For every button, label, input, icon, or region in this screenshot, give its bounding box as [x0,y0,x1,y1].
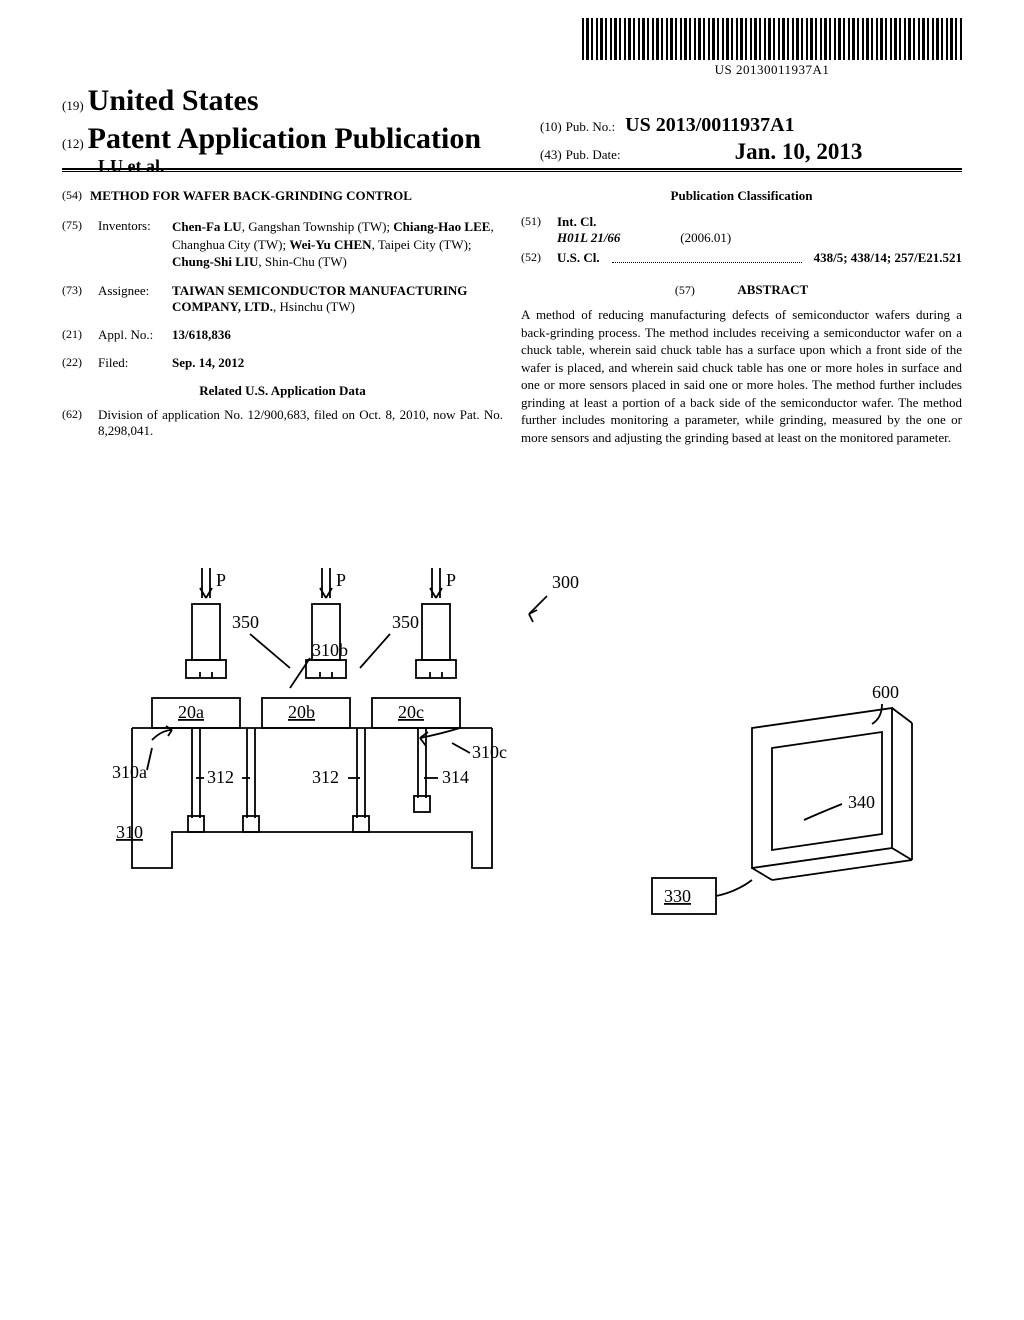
abstract-heading: (57) ABSTRACT [521,282,962,298]
division-text: Division of application No. 12/900,683, … [98,407,503,439]
device-600 [752,708,892,868]
field-21-applno: (21) Appl. No.: 13/618,836 [62,327,503,343]
code-10: (10) [540,119,562,134]
ref-20c: 20c [398,702,424,722]
ref-310b: 310b [312,640,348,660]
intcl-value-row: H01L 21/66 (2006.01) [521,230,962,246]
code-43: (43) [540,147,562,162]
code-21: (21) [62,327,90,343]
code-19: (19) [62,98,84,113]
grinder-head-3 [416,604,456,678]
ref-20a: 20a [178,702,204,722]
ref-330: 330 [664,886,691,906]
applno-value: 13/618,836 [172,327,503,343]
field-22-filed: (22) Filed: Sep. 14, 2012 [62,355,503,371]
doc-type: Patent Application Publication [88,122,481,155]
code-57: (57) [675,283,695,297]
right-column: Publication Classification (51) Int. Cl.… [521,188,962,451]
ref-312b: 312 [312,767,339,787]
press-arrow-1: P [200,568,226,598]
pubdate-value: Jan. 10, 2013 [735,139,863,164]
press-arrow-3: P [430,568,456,598]
assignee-label: Assignee: [98,283,164,315]
field-52-uscl: (52) U.S. Cl. 438/5; 438/14; 257/E21.521 [521,250,962,266]
filed-value: Sep. 14, 2012 [172,355,503,371]
press-arrow-2: P [320,568,346,598]
pubdate-label: Pub. Date: [566,147,621,162]
header-rule-thin [62,171,962,172]
field-75-inventors: (75) Inventors: Chen-Fa LU, Gangshan Tow… [62,218,503,271]
grinder-head-1 [186,604,226,678]
assignee-value: TAIWAN SEMICONDUCTOR MANUFACTURING COMPA… [172,283,503,315]
pubno-value: US 2013/0011937A1 [625,114,794,136]
related-data-heading: Related U.S. Application Data [62,383,503,399]
code-73: (73) [62,283,90,315]
ref-600: 600 [872,682,899,702]
ref-312a: 312 [207,767,234,787]
ref-314: 314 [442,767,469,787]
ref-310a: 310a [112,762,147,782]
abstract-label: ABSTRACT [737,282,808,297]
barcode-text: US 20130011937A1 [582,62,962,78]
uscl-label: U.S. Cl. [557,250,600,266]
uscl-dots [612,250,802,263]
code-12: (12) [62,136,84,151]
code-75: (75) [62,218,90,271]
ref-350a: 350 [232,612,259,632]
inventors-label: Inventors: [98,218,164,271]
svg-text:P: P [446,570,456,590]
header-rule-thick [62,168,962,170]
uscl-values: 438/5; 438/14; 257/E21.521 [814,250,962,266]
field-54-title: (54) METHOD FOR WAFER BACK-GRINDING CONT… [62,188,503,204]
field-62-division: (62) Division of application No. 12/900,… [62,407,503,439]
country-name: United States [88,84,259,117]
ref-300: 300 [552,572,579,592]
field-51-intcl: (51) Int. Cl. [521,214,962,230]
ref-340: 340 [848,792,875,812]
svg-text:P: P [336,570,346,590]
invention-title: METHOD FOR WAFER BACK-GRINDING CONTROL [90,188,412,204]
code-22: (22) [62,355,90,371]
code-52: (52) [521,250,549,266]
ref-350b: 350 [392,612,419,632]
barcode-block: US 20130011937A1 [582,18,962,78]
inventors-list: Chen-Fa LU, Gangshan Township (TW); Chia… [172,218,503,271]
left-column: (54) METHOD FOR WAFER BACK-GRINDING CONT… [62,188,503,451]
svg-text:P: P [216,570,226,590]
ref-310: 310 [116,822,143,842]
panel-340 [772,732,882,850]
abstract-text: A method of reducing manufacturing defec… [521,306,962,446]
filed-label: Filed: [98,355,164,371]
figure-svg: P P P 300 350 350 310b [92,548,932,968]
intcl-code: H01L 21/66 [557,230,677,246]
code-62: (62) [62,407,90,439]
code-54: (54) [62,188,82,204]
barcode-graphic [582,18,962,60]
intcl-label: Int. Cl. [557,214,596,230]
code-51: (51) [521,214,549,230]
patent-figure: P P P 300 350 350 310b [92,548,932,968]
ref-20b: 20b [288,702,315,722]
pubno-label: Pub. No.: [566,119,615,134]
field-73-assignee: (73) Assignee: TAIWAN SEMICONDUCTOR MANU… [62,283,503,315]
patent-header: (19) United States (12) Patent Applicati… [62,84,962,177]
header-right-block: (10) Pub. No.: US 2013/0011937A1 (43) Pu… [540,84,862,165]
intcl-year: (2006.01) [680,230,731,245]
biblio-columns: (54) METHOD FOR WAFER BACK-GRINDING CONT… [62,188,962,451]
pubclass-heading: Publication Classification [521,188,962,204]
applno-label: Appl. No.: [98,327,164,343]
ref-310c: 310c [472,742,507,762]
